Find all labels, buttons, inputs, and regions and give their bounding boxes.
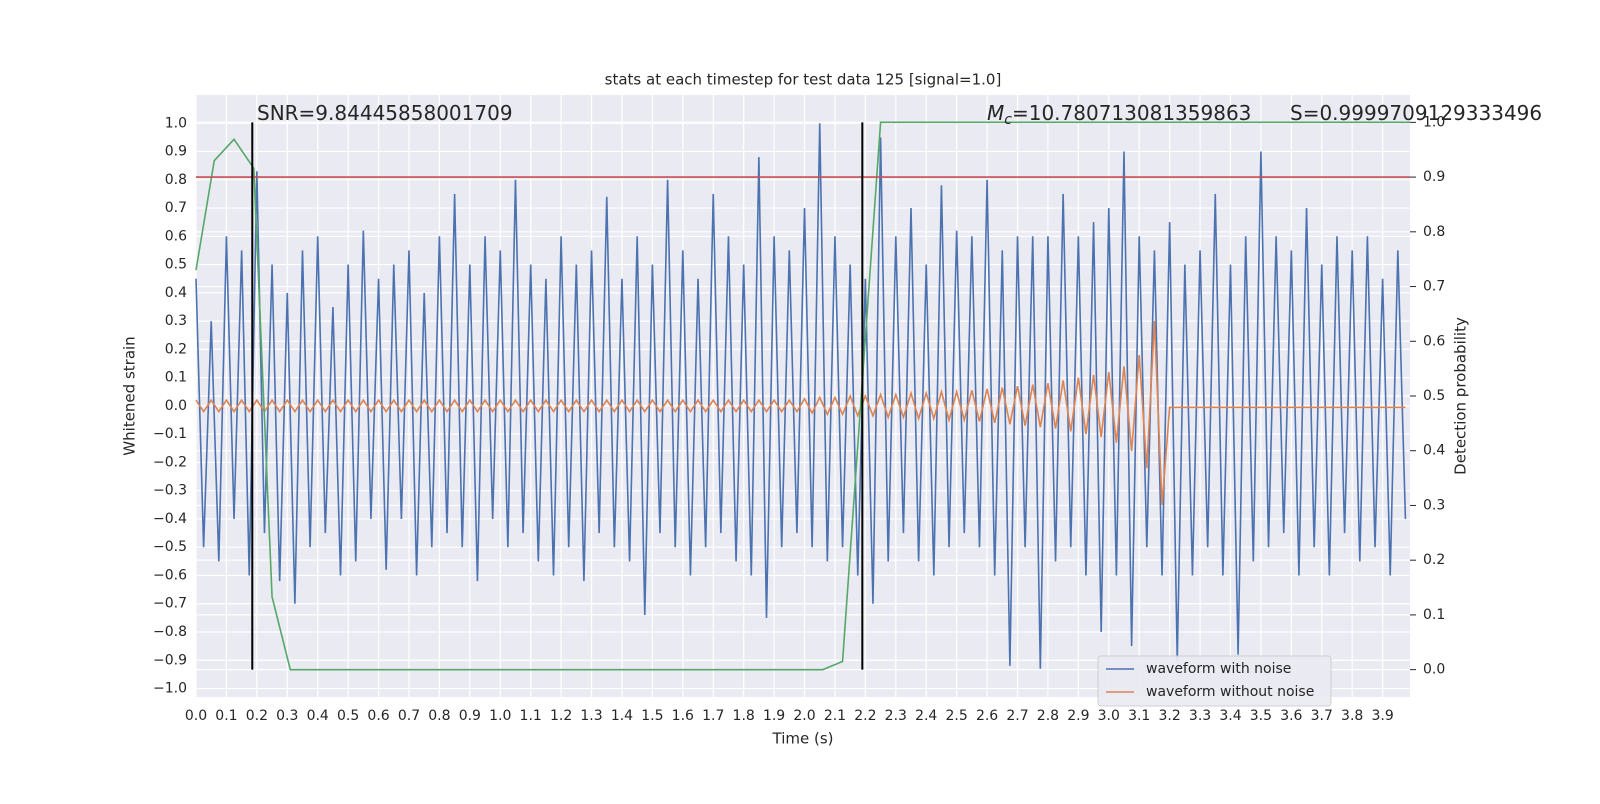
x-tick-label: 1.3 xyxy=(580,708,602,724)
x-tick-label: 3.6 xyxy=(1280,708,1302,724)
x-tick-label: 0.1 xyxy=(215,708,237,724)
series-line xyxy=(195,123,1407,669)
marks xyxy=(195,121,1410,671)
y-tick-label: −1.0 xyxy=(153,681,187,697)
annotation-subscript: c xyxy=(1004,112,1012,128)
y-tick-label: 1.0 xyxy=(165,115,187,131)
y-tick-label: −0.6 xyxy=(153,567,187,583)
y-axis-label: Whitened strain xyxy=(121,336,139,455)
y2-tick-label: 0.3 xyxy=(1423,497,1445,513)
x-tick-label: 0.7 xyxy=(398,708,420,724)
x-tick-label: 0.8 xyxy=(428,708,450,724)
x-tick-label: 2.9 xyxy=(1067,708,1089,724)
y-tick-label: 0.3 xyxy=(165,313,187,329)
y-tick-label: 0.0 xyxy=(165,398,187,414)
x-tick-label: 1.4 xyxy=(611,708,633,724)
y2-tick-label: 1.0 xyxy=(1423,114,1445,130)
x-tick-label: 3.8 xyxy=(1341,708,1363,724)
x-tick-label: 0.0 xyxy=(185,708,207,724)
y2-tick-label: 0.6 xyxy=(1423,333,1445,349)
x-tick-label: 2.6 xyxy=(976,708,998,724)
x-tick-label: 2.4 xyxy=(915,708,937,724)
y2-axis-label: Detection probability xyxy=(1452,317,1470,475)
annotation-symbol: M xyxy=(987,101,1004,125)
x-tick-label: 3.2 xyxy=(1159,708,1181,724)
x-tick-label: 1.1 xyxy=(520,708,542,724)
y2-tick-label: 0.5 xyxy=(1423,388,1445,404)
y2-tick-label: 0.7 xyxy=(1423,279,1445,295)
annotation: S=0.9999709129333496 xyxy=(1290,101,1542,125)
x-tick-label: 0.4 xyxy=(307,708,329,724)
y-tick-label: −0.8 xyxy=(153,624,187,640)
x-tick-label: 2.0 xyxy=(793,708,815,724)
y-tick-label: 0.1 xyxy=(165,370,187,386)
x-tick-label: 1.0 xyxy=(489,708,511,724)
y-tick-label: 0.7 xyxy=(165,200,187,216)
y2-tick-label: 0.1 xyxy=(1423,607,1445,623)
x-tick-label: 0.9 xyxy=(459,708,481,724)
y2-tick-label: 0.0 xyxy=(1423,662,1445,678)
x-tick-label: 1.2 xyxy=(550,708,572,724)
x-tick-label: 1.5 xyxy=(641,708,663,724)
legend-label: waveform without noise xyxy=(1146,684,1314,700)
x-tick-label: 1.9 xyxy=(763,708,785,724)
x-tick-label: 0.3 xyxy=(276,708,298,724)
legend-box xyxy=(1097,655,1332,707)
legend: waveform with noise waveform without nois… xyxy=(1097,655,1332,707)
annotation: Mc=10.780713081359863 xyxy=(987,101,1251,129)
x-tick-label: 1.7 xyxy=(702,708,724,724)
y-tick-label: −0.7 xyxy=(153,596,187,612)
annotation-text: S=0.9999709129333496 xyxy=(1290,101,1542,125)
x-tick-label: 0.2 xyxy=(246,708,268,724)
annotation-text: =10.780713081359863 xyxy=(1012,101,1251,125)
y2-tick-label: 0.4 xyxy=(1423,443,1445,459)
x-tick-label: 3.4 xyxy=(1219,708,1241,724)
y-tick-label: 0.5 xyxy=(165,257,187,273)
y-tick-label: −0.3 xyxy=(153,483,187,499)
x-tick-label: 3.5 xyxy=(1250,708,1272,724)
y-tick-label: −0.1 xyxy=(153,426,187,442)
x-tick-label: 2.2 xyxy=(854,708,876,724)
x-tick-label: 2.1 xyxy=(824,708,846,724)
y-tick-label: −0.4 xyxy=(153,511,187,527)
y-tick-label: 0.6 xyxy=(165,228,187,244)
y2-tick-label: 0.9 xyxy=(1423,169,1445,185)
x-tick-label: 3.1 xyxy=(1128,708,1150,724)
y-tick-label: 0.2 xyxy=(165,341,187,357)
x-tick-label: 0.6 xyxy=(367,708,389,724)
y-tick-label: 0.8 xyxy=(165,172,187,188)
y-tick-label: 0.9 xyxy=(165,144,187,160)
chart-title: stats at each timestep for test data 125… xyxy=(605,71,1002,89)
annotation: SNR=9.84445858001709 xyxy=(257,101,513,125)
x-tick-label: 1.6 xyxy=(672,708,694,724)
y2-tick-label: 0.8 xyxy=(1423,224,1445,240)
series-line xyxy=(195,321,1406,505)
x-tick-label: 2.7 xyxy=(1006,708,1028,724)
x-tick-label: 2.3 xyxy=(885,708,907,724)
x-tick-label: 2.5 xyxy=(946,708,968,724)
annotation-text: SNR=9.84445858001709 xyxy=(257,101,513,125)
y-tick-label: 0.4 xyxy=(165,285,187,301)
x-axis-label: Time (s) xyxy=(772,730,834,748)
y-tick-label: −0.2 xyxy=(153,454,187,470)
y2-tick-label: 0.2 xyxy=(1423,552,1445,568)
x-tick-label: 2.8 xyxy=(1037,708,1059,724)
x-tick-label: 3.9 xyxy=(1371,708,1393,724)
y-tick-label: −0.9 xyxy=(153,652,187,668)
x-tick-label: 3.7 xyxy=(1311,708,1333,724)
x-tick-label: 3.0 xyxy=(1098,708,1120,724)
legend-label: waveform with noise xyxy=(1146,661,1291,677)
x-tick-label: 0.5 xyxy=(337,708,359,724)
y-tick-label: −0.5 xyxy=(153,539,187,555)
x-tick-label: 3.3 xyxy=(1189,708,1211,724)
x-tick-label: 1.8 xyxy=(733,708,755,724)
